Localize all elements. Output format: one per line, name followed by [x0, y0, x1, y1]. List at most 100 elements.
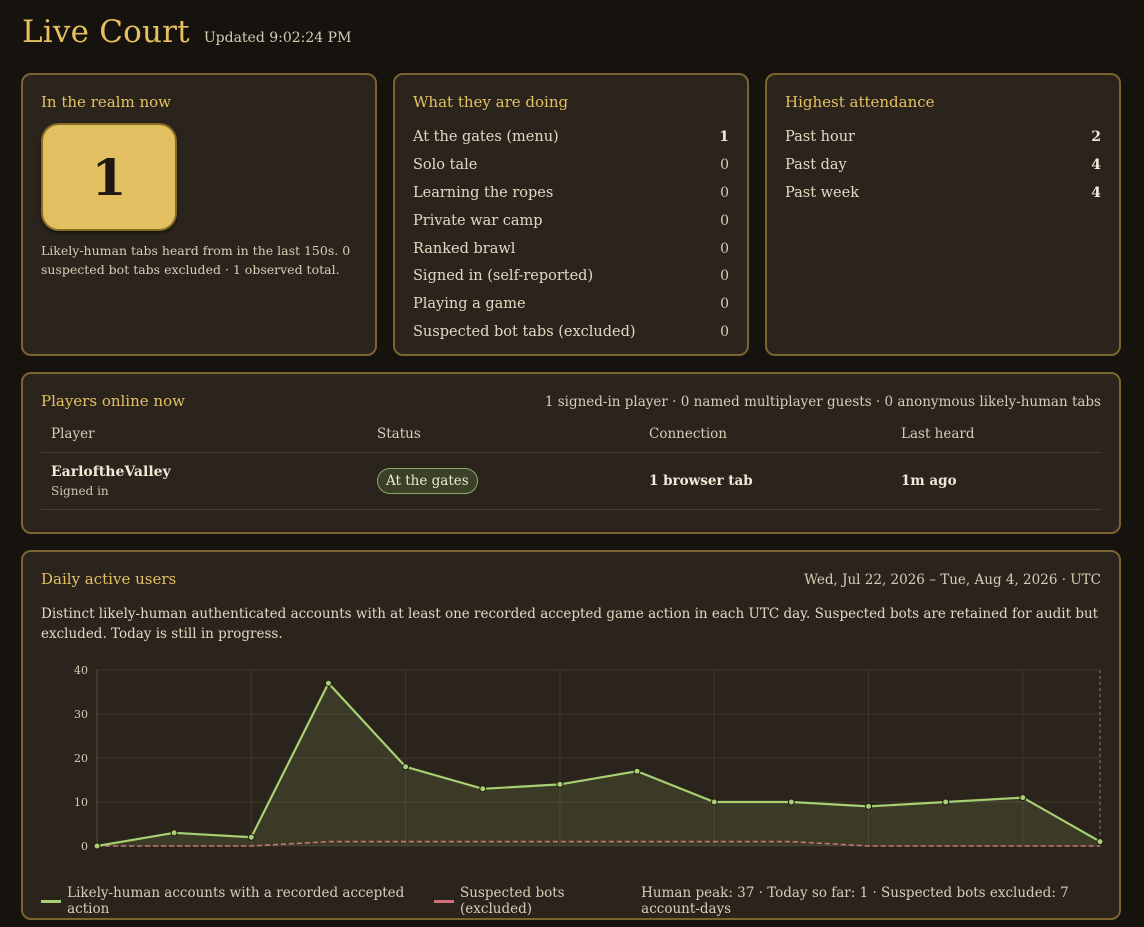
human-data-point — [1096, 838, 1104, 846]
activity-card-title: What they are doing — [413, 93, 569, 111]
players-table: Player Status Connection Last heard Earl… — [41, 426, 1101, 510]
legend-human-label: Likely-human accounts with a recorded ac… — [67, 885, 405, 917]
activity-card: What they are doing At the gates (menu) 1… — [393, 73, 749, 356]
human-data-point — [247, 833, 255, 841]
table-row: EarloftheValley Signed in At the gates 1… — [41, 452, 1101, 510]
attendance-value: 2 — [1091, 128, 1101, 145]
connection-cell: 1 browser tab — [639, 452, 891, 510]
realm-card-title: In the realm now — [41, 93, 171, 111]
activity-value: 0 — [720, 296, 729, 313]
dau-header: Daily active users Wed, Jul 22, 2026 – T… — [23, 552, 1119, 588]
column-header-last-heard: Last heard — [891, 426, 1101, 453]
attendance-value: 4 — [1091, 156, 1101, 173]
dau-description: Distinct likely-human authenticated acco… — [41, 606, 1099, 642]
human-data-point — [324, 679, 332, 687]
activity-label: Signed in (self-reported) — [413, 268, 594, 285]
attendance-row: Past week 4 — [785, 179, 1101, 207]
page-header: Live Court Updated 9:02:24 PM — [22, 14, 351, 50]
y-tick-label: 30 — [74, 708, 88, 721]
page-title: Live Court — [22, 14, 190, 50]
activity-row: Learning the ropes 0 — [413, 179, 729, 207]
human-data-point — [865, 802, 873, 810]
human-series-line — [96, 681, 1101, 848]
players-card-title: Players online now — [41, 392, 185, 410]
activity-label: Ranked brawl — [413, 240, 516, 257]
status-cell: At the gates — [367, 452, 639, 510]
activity-row: Private war camp 0 — [413, 207, 729, 235]
updated-timestamp: Updated 9:02:24 PM — [203, 30, 352, 46]
activity-row: Playing a game 0 — [413, 290, 729, 318]
dau-card: Daily active users Wed, Jul 22, 2026 – T… — [21, 550, 1121, 920]
attendance-card: Highest attendance Past hour 2 Past day 4 … — [765, 73, 1121, 356]
dau-chart: 010203040Jul 22Jul 24Jul 26Jul 28Jul 30A… — [74, 664, 1104, 853]
human-data-point — [402, 763, 410, 771]
y-tick-label: 0 — [81, 840, 88, 853]
dau-date-range: Wed, Jul 22, 2026 – Tue, Aug 4, 2026 · U… — [804, 572, 1101, 588]
players-table-header: Player Status Connection Last heard — [41, 426, 1101, 453]
activity-row: Ranked brawl 0 — [413, 235, 729, 263]
activity-value: 0 — [720, 240, 729, 257]
chart-legend: Likely-human accounts with a recorded ac… — [41, 885, 1119, 917]
column-header-status: Status — [367, 426, 639, 453]
human-data-point — [170, 829, 178, 837]
human-data-point — [942, 798, 950, 806]
attendance-list: Past hour 2 Past day 4 Past week 4 — [785, 123, 1101, 207]
y-tick-label: 10 — [74, 796, 88, 809]
activity-label: Suspected bot tabs (excluded) — [413, 324, 636, 341]
activity-value: 0 — [720, 156, 729, 173]
last-heard-cell: 1m ago — [891, 452, 1101, 510]
activity-row: Solo tale 0 — [413, 151, 729, 179]
activity-row: At the gates (menu) 1 — [413, 123, 729, 151]
player-name[interactable]: EarloftheValley — [51, 464, 171, 480]
human-data-point — [633, 767, 641, 775]
activity-value: 0 — [720, 212, 729, 229]
attendance-row: Past day 4 — [785, 151, 1101, 179]
activity-value: 0 — [720, 324, 729, 341]
human-data-point — [479, 785, 487, 793]
y-tick-label: 40 — [74, 664, 88, 677]
player-cell: EarloftheValley Signed in — [41, 452, 367, 510]
legend-bots: Suspected bots (excluded) — [433, 885, 625, 917]
legend-summary: Human peak: 37 · Today so far: 1 · Suspe… — [641, 885, 1069, 917]
realm-count-badge: 1 — [41, 123, 177, 231]
attendance-card-title: Highest attendance — [785, 93, 935, 111]
human-area — [97, 683, 1100, 846]
activity-label: Learning the ropes — [413, 184, 554, 201]
players-header: Players online now 1 signed-in player · … — [23, 374, 1119, 410]
human-data-point — [1019, 794, 1027, 802]
attendance-row: Past hour 2 — [785, 123, 1101, 151]
human-data-point — [93, 842, 101, 850]
legend-human: Likely-human accounts with a recorded ac… — [41, 885, 418, 917]
activity-label: Playing a game — [413, 296, 526, 313]
column-header-connection: Connection — [639, 426, 891, 453]
activity-label: Private war camp — [413, 212, 543, 229]
column-header-player: Player — [41, 426, 367, 453]
activity-value: 0 — [720, 184, 729, 201]
human-data-point — [556, 780, 564, 788]
attendance-value: 4 — [1091, 184, 1101, 201]
attendance-label: Past day — [785, 156, 847, 173]
legend-bots-label: Suspected bots (excluded) — [460, 885, 565, 917]
players-card: Players online now 1 signed-in player · … — [21, 372, 1121, 534]
realm-note: Likely-human tabs heard from in the last… — [41, 243, 351, 277]
activity-value: 1 — [719, 128, 729, 145]
attendance-label: Past hour — [785, 128, 855, 145]
dau-card-title: Daily active users — [41, 570, 177, 588]
activity-label: At the gates (menu) — [413, 128, 559, 145]
bots-series-line — [97, 840, 1100, 847]
status-badge: At the gates — [377, 468, 478, 494]
realm-card: In the realm now 1 Likely-human tabs hea… — [21, 73, 377, 356]
activity-row: Suspected bot tabs (excluded) 0 — [413, 318, 729, 346]
human-data-point — [787, 798, 795, 806]
activity-row: Signed in (self-reported) 0 — [413, 262, 729, 290]
attendance-label: Past week — [785, 184, 859, 201]
players-summary: 1 signed-in player · 0 named multiplayer… — [544, 394, 1101, 410]
activity-value: 0 — [720, 268, 729, 285]
legend-human-swatch — [41, 899, 62, 903]
activity-list: At the gates (menu) 1 Solo tale 0 Learning… — [413, 123, 729, 346]
human-data-point — [710, 798, 718, 806]
legend-bots-swatch — [433, 899, 455, 903]
y-tick-label: 20 — [74, 752, 88, 765]
activity-label: Solo tale — [413, 156, 478, 173]
player-auth-status: Signed in — [51, 484, 109, 498]
